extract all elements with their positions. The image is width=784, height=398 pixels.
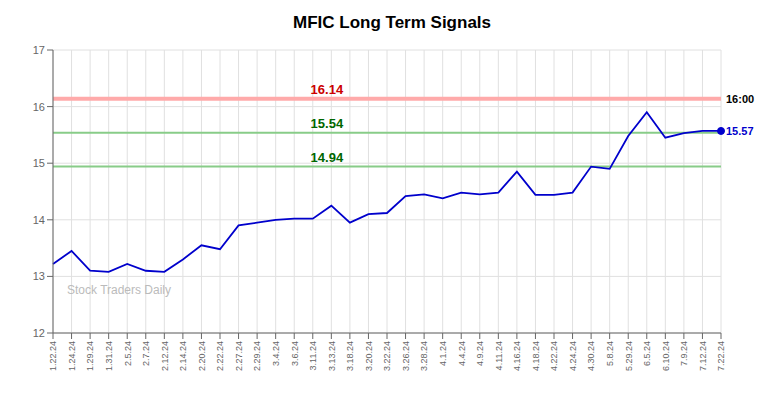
svg-text:3.28.24: 3.28.24: [420, 341, 430, 371]
svg-text:4.22.24: 4.22.24: [549, 341, 559, 371]
svg-text:4.24.24: 4.24.24: [568, 341, 578, 371]
svg-text:14: 14: [33, 214, 45, 226]
svg-text:2.29.24: 2.29.24: [253, 341, 263, 371]
svg-text:3.20.24: 3.20.24: [364, 341, 374, 371]
svg-text:4.30.24: 4.30.24: [587, 341, 597, 371]
svg-text:2.7.24: 2.7.24: [141, 341, 151, 366]
svg-text:16: 16: [33, 101, 45, 113]
svg-text:3.4.24: 3.4.24: [271, 341, 281, 366]
svg-text:14.94: 14.94: [311, 150, 344, 165]
svg-text:3.18.24: 3.18.24: [345, 341, 355, 371]
svg-text:3.6.24: 3.6.24: [290, 341, 300, 366]
svg-text:3.11.24: 3.11.24: [308, 341, 318, 370]
svg-text:5.29.24: 5.29.24: [624, 341, 634, 371]
svg-text:6.10.24: 6.10.24: [661, 341, 671, 371]
svg-text:2.12.24: 2.12.24: [160, 341, 170, 371]
svg-text:17: 17: [33, 44, 45, 56]
svg-text:2.27.24: 2.27.24: [234, 341, 244, 371]
svg-text:1.29.24: 1.29.24: [86, 341, 96, 371]
svg-text:5.8.24: 5.8.24: [605, 341, 615, 366]
svg-text:2.20.24: 2.20.24: [197, 341, 207, 371]
svg-text:15.57: 15.57: [726, 125, 754, 137]
svg-text:15.54: 15.54: [311, 116, 344, 131]
svg-text:3.22.24: 3.22.24: [382, 341, 392, 371]
svg-text:7.12.24: 7.12.24: [698, 341, 708, 371]
svg-text:2.14.24: 2.14.24: [178, 341, 188, 371]
svg-text:1.22.24: 1.22.24: [48, 341, 58, 371]
svg-text:4.1.24: 4.1.24: [438, 341, 448, 366]
svg-text:3.13.24: 3.13.24: [327, 341, 337, 371]
svg-text:4.16.24: 4.16.24: [512, 341, 522, 371]
svg-text:16.14: 16.14: [311, 82, 344, 97]
svg-text:13: 13: [33, 270, 45, 282]
svg-text:4.9.24: 4.9.24: [475, 341, 485, 366]
svg-text:1.31.24: 1.31.24: [104, 341, 114, 371]
svg-text:2.5.24: 2.5.24: [123, 341, 133, 366]
svg-text:2.22.24: 2.22.24: [215, 341, 225, 371]
html-text:Stock Traders Daily: Stock Traders Daily: [67, 283, 171, 297]
svg-text:1.24.24: 1.24.24: [67, 341, 77, 371]
svg-text:7.9.24: 7.9.24: [679, 341, 689, 366]
svg-text:12: 12: [33, 327, 45, 339]
html-text:MFIC Long Term Signals: MFIC Long Term Signals: [293, 13, 491, 32]
svg-text:6.5.24: 6.5.24: [642, 341, 652, 366]
svg-text:15: 15: [33, 157, 45, 169]
svg-text:4.18.24: 4.18.24: [531, 341, 541, 371]
svg-text:16:00: 16:00: [726, 93, 754, 105]
svg-text:4.11.24: 4.11.24: [494, 341, 504, 370]
svg-text:4.4.24: 4.4.24: [457, 341, 467, 366]
svg-text:3.26.24: 3.26.24: [401, 341, 411, 371]
svg-text:7.22.24: 7.22.24: [716, 341, 726, 371]
